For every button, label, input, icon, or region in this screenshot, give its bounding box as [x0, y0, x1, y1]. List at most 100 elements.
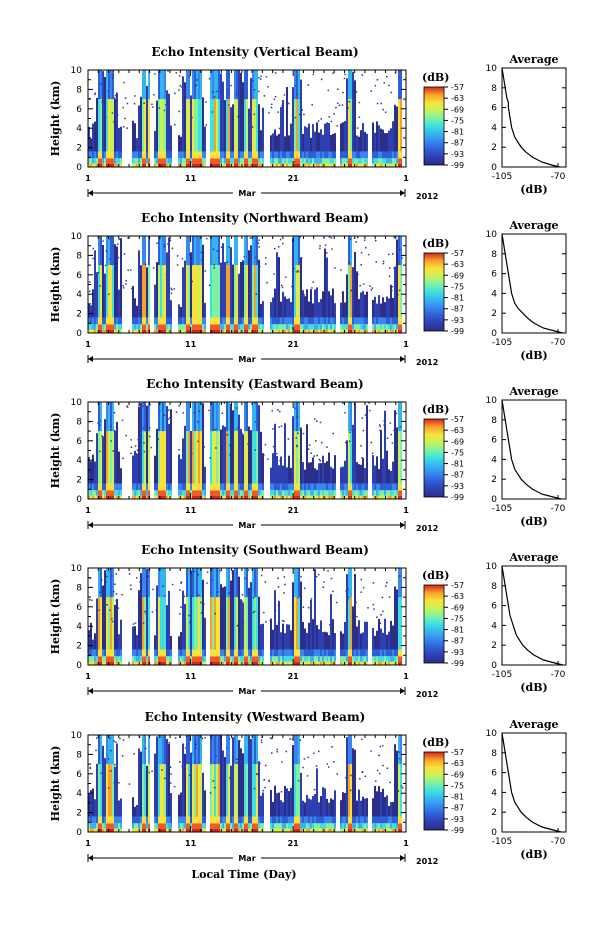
heatmap-cell — [274, 324, 276, 330]
heatmap-cell — [238, 483, 240, 491]
heatmap-speckle — [197, 574, 199, 576]
heatmap-cell — [270, 329, 272, 333]
heatmap-speckle — [297, 597, 299, 599]
heatmap-speckle — [354, 104, 357, 107]
heatmap-speckle — [189, 773, 192, 776]
heatmap-cell — [294, 70, 296, 152]
heatmap-cell — [318, 816, 320, 824]
heatmap-cell — [110, 568, 112, 598]
heatmap-cell — [260, 483, 262, 491]
heatmap-cell — [300, 317, 302, 325]
heatmap-speckle — [277, 409, 279, 411]
heatmap-cell — [396, 427, 398, 484]
heatmap-cell — [332, 649, 334, 657]
heatmap-cell — [148, 828, 150, 832]
heatmap-cell — [378, 317, 380, 325]
heatmap-cell — [326, 122, 328, 152]
heatmap-cell — [194, 823, 196, 829]
heatmap-cell — [222, 816, 224, 824]
heatmap-speckle — [335, 601, 338, 604]
heatmap-cell — [160, 495, 162, 499]
heatmap-cell — [138, 158, 140, 164]
heatmap-cell — [260, 649, 262, 657]
heatmap — [88, 236, 403, 333]
y-tick-label: 10 — [71, 66, 83, 76]
heatmap-speckle — [219, 570, 221, 572]
heatmap-cell — [118, 490, 120, 496]
heatmap-cell — [282, 656, 284, 662]
heatmap-cell — [90, 163, 92, 167]
heatmap-cell — [346, 490, 348, 496]
heatmap-cell — [256, 158, 258, 164]
heatmap-cell — [272, 823, 274, 829]
heatmap-cell — [248, 587, 250, 650]
heatmap-cell — [194, 402, 196, 484]
heatmap-speckle — [89, 766, 91, 769]
heatmap-cell — [166, 158, 168, 164]
heatmap-cell — [112, 236, 114, 318]
heatmap-cell — [252, 649, 254, 657]
heatmap-cell — [298, 661, 300, 665]
heatmap-cell — [92, 454, 94, 484]
heatmap-cell — [184, 82, 186, 152]
heatmap-cell — [204, 828, 206, 832]
heatmap-speckle — [347, 596, 350, 599]
heatmap-cell — [400, 70, 402, 152]
heatmap-cell — [184, 603, 186, 650]
heatmap-cell — [294, 158, 296, 164]
heatmap-cell — [220, 584, 222, 650]
heatmap-cell — [308, 649, 310, 657]
heatmap-cell — [286, 828, 288, 832]
heatmap-speckle — [364, 775, 367, 778]
heatmap-cell — [352, 317, 354, 325]
heatmap-cell — [192, 495, 194, 499]
heatmap-cell — [110, 402, 112, 484]
x-tick-label: 11 — [185, 506, 197, 515]
heatmap-cell — [350, 402, 352, 432]
heatmap-cell — [330, 816, 332, 824]
heatmap-cell — [304, 469, 306, 484]
heatmap-speckle — [386, 767, 389, 770]
heatmap-cell — [318, 490, 320, 496]
x-tick-label: 21 — [288, 340, 300, 349]
heatmap-cell — [88, 823, 90, 829]
y-axis-label: Height (km) — [49, 247, 62, 323]
heatmap-cell — [294, 735, 296, 817]
heatmap-cell — [132, 120, 134, 152]
heatmap-speckle — [258, 239, 260, 241]
heatmap-cell — [296, 490, 298, 496]
heatmap-cell — [168, 656, 170, 662]
heatmap-cell — [198, 151, 200, 159]
heatmap-cell — [260, 495, 262, 499]
heatmap-cell — [296, 568, 298, 650]
heatmap-cell — [282, 324, 284, 330]
heatmap-cell — [168, 483, 170, 491]
heatmap-cell — [356, 656, 358, 662]
heatmap-cell — [334, 151, 336, 159]
heatmap-cell — [226, 828, 228, 832]
heatmap-cell — [250, 324, 252, 330]
heatmap-cell — [116, 828, 118, 832]
heatmap-cell — [184, 823, 186, 829]
colorbar-tick-label: -81 — [451, 294, 464, 303]
heatmap-cell — [220, 816, 222, 824]
month-label-bg — [233, 353, 261, 363]
heatmap-cell — [248, 163, 250, 167]
heatmap-speckle — [184, 747, 187, 749]
heatmap-speckle — [393, 267, 395, 270]
heatmap-cell — [274, 490, 276, 496]
heatmap-cell — [194, 735, 196, 765]
heatmap-cell — [314, 794, 316, 817]
heatmap-cell — [234, 402, 236, 484]
heatmap-cell — [182, 158, 184, 164]
heatmap-cell — [326, 823, 328, 829]
heatmap-cell — [360, 823, 362, 829]
heatmap-cell — [398, 823, 400, 829]
heatmap-cell — [218, 70, 220, 100]
heatmap-cell — [254, 649, 256, 657]
heatmap-cell — [376, 303, 378, 318]
heatmap-cell — [242, 828, 244, 832]
heatmap-cell — [400, 158, 402, 164]
heatmap-cell — [234, 568, 236, 650]
heatmap-cell — [182, 324, 184, 330]
